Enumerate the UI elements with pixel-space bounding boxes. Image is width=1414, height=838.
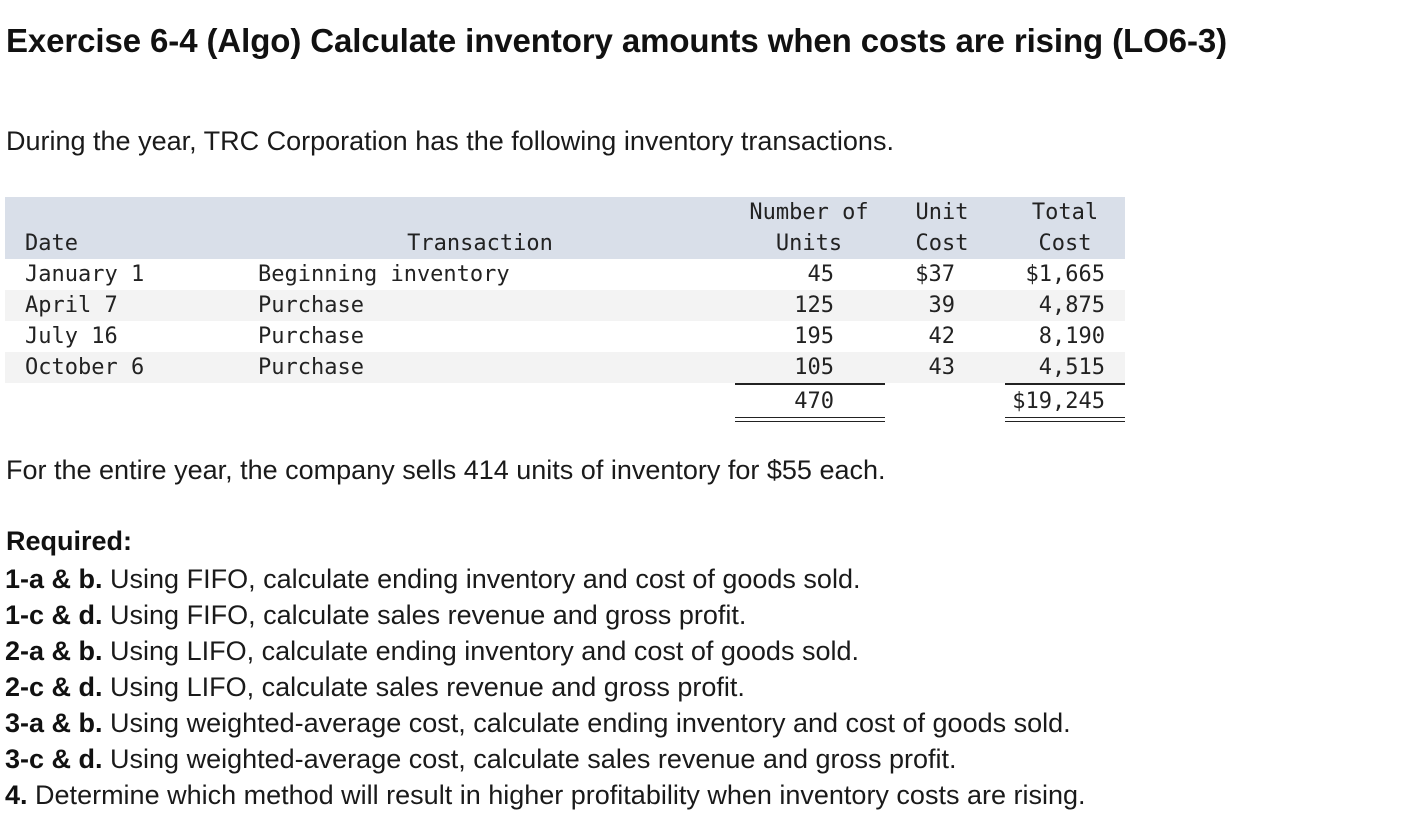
requirement-label: 3-a & b.	[5, 708, 103, 738]
requirement-label: 2-a & b.	[5, 636, 103, 666]
required-heading: Required:	[6, 526, 133, 556]
row-units: 125	[794, 293, 834, 318]
table-row: July 16 Purchase 195 42 8,190	[5, 321, 1125, 352]
header-transaction: Transaction	[407, 231, 553, 256]
header-unit-cost-line2: Cost	[915, 231, 969, 256]
header-date: Date	[25, 231, 78, 256]
list-item: 3-c & d. Using weighted-average cost, ca…	[5, 741, 1086, 777]
requirement-label: 1-a & b.	[5, 564, 103, 594]
header-units-line2: Units	[775, 231, 843, 256]
row-date: July 16	[25, 324, 118, 349]
row-unit-cost: 39	[928, 293, 956, 318]
list-item: 4. Determine which method will result in…	[5, 777, 1086, 813]
requirement-label: 1-c & d.	[5, 600, 103, 630]
list-item: 1-c & d. Using FIFO, calculate sales rev…	[5, 597, 1086, 633]
requirement-text: Using weighted-average cost, calculate s…	[110, 744, 957, 774]
table-row: January 1 Beginning inventory 45 $37 $1,…	[5, 259, 1125, 290]
requirement-text: Using weighted-average cost, calculate e…	[110, 708, 1071, 738]
header-total-cost-line1: Total	[1031, 200, 1099, 225]
requirement-text: Using LIFO, calculate ending inventory a…	[110, 636, 859, 666]
requirement-text: Using FIFO, calculate ending inventory a…	[110, 564, 861, 594]
row-transaction: Purchase	[258, 324, 364, 349]
requirement-text: Using LIFO, calculate sales revenue and …	[110, 672, 745, 702]
table-row: October 6 Purchase 105 43 4,515	[5, 352, 1125, 383]
list-item: 2-a & b. Using LIFO, calculate ending in…	[5, 633, 1086, 669]
header-unit-cost-line1: Unit	[915, 200, 969, 225]
requirement-label: 3-c & d.	[5, 744, 103, 774]
total-cost-double-rule	[1005, 417, 1125, 422]
requirements-list: 1-a & b. Using FIFO, calculate ending in…	[5, 561, 1086, 813]
total-cost-subtotal-rule	[1005, 383, 1125, 385]
list-item: 1-a & b. Using FIFO, calculate ending in…	[5, 561, 1086, 597]
row-unit-cost: 43	[928, 355, 956, 380]
row-total-cost: 4,515	[1038, 355, 1105, 380]
row-unit-cost: $37	[915, 262, 955, 287]
row-units: 45	[807, 262, 835, 287]
inventory-table: Date Transaction Number of Units Unit Co…	[5, 197, 1125, 427]
requirement-label: 2-c & d.	[5, 672, 103, 702]
header-total-cost-line2: Cost	[1038, 231, 1092, 256]
requirement-text: Using FIFO, calculate sales revenue and …	[110, 600, 747, 630]
row-total-cost: $1,665	[1025, 262, 1105, 287]
row-date: January 1	[25, 262, 145, 287]
list-item: 2-c & d. Using LIFO, calculate sales rev…	[5, 669, 1086, 705]
units-subtotal-rule	[735, 383, 885, 385]
row-units: 195	[794, 324, 834, 349]
row-date: October 6	[25, 355, 145, 380]
total-cost: $19,245	[1012, 389, 1105, 414]
row-transaction: Purchase	[258, 355, 364, 380]
header-units-line1: Number of	[749, 200, 869, 225]
units-total-double-rule	[735, 417, 885, 422]
table-row: April 7 Purchase 125 39 4,875	[5, 290, 1125, 321]
row-unit-cost: 42	[928, 324, 956, 349]
exercise-title: Exercise 6-4 (Algo) Calculate inventory …	[6, 22, 1227, 59]
total-units: 470	[794, 389, 834, 414]
totals-row: 470 $19,245	[5, 386, 1125, 417]
intro-text: During the year, TRC Corporation has the…	[6, 126, 894, 156]
row-total-cost: 8,190	[1038, 324, 1105, 349]
requirement-text: Determine which method will result in hi…	[35, 780, 1086, 810]
row-date: April 7	[25, 293, 118, 318]
sales-text: For the entire year, the company sells 4…	[6, 455, 886, 485]
list-item: 3-a & b. Using weighted-average cost, ca…	[5, 705, 1086, 741]
row-units: 105	[794, 355, 834, 380]
row-total-cost: 4,875	[1038, 293, 1105, 318]
table-header: Date Transaction Number of Units Unit Co…	[5, 197, 1125, 259]
row-transaction: Purchase	[258, 293, 364, 318]
row-transaction: Beginning inventory	[258, 262, 510, 287]
requirement-label: 4.	[5, 780, 28, 810]
